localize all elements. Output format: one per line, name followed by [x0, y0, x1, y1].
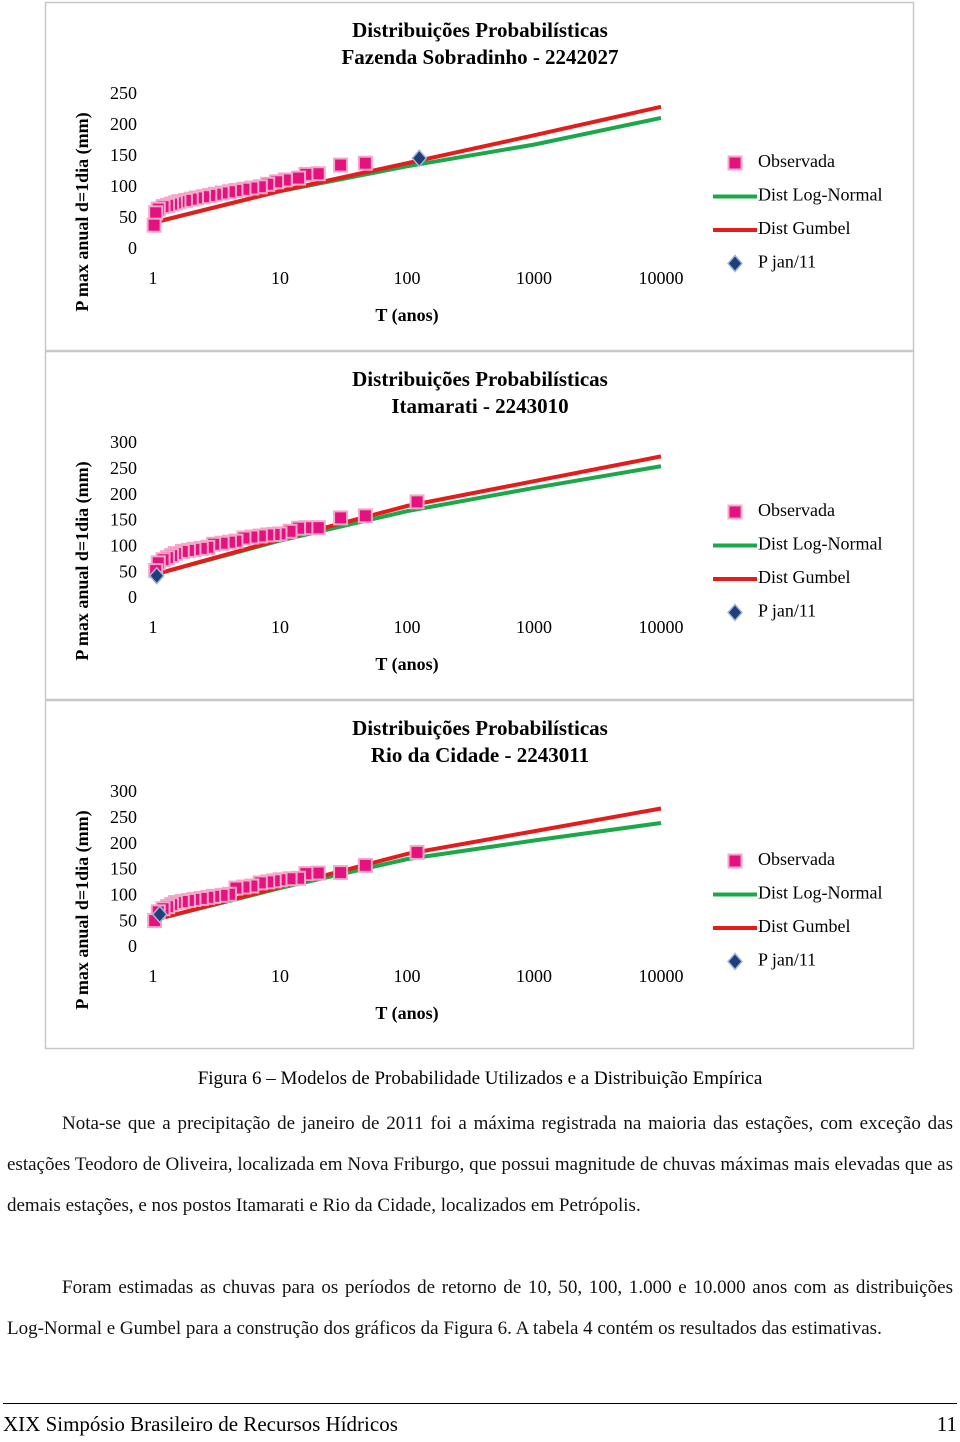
point	[291, 170, 307, 186]
point	[357, 857, 373, 873]
legend-label: Observada	[758, 849, 835, 869]
chart-frame	[44, 1, 915, 352]
y-tick-label: 100	[110, 535, 137, 555]
x-tick-label: 1	[149, 268, 158, 288]
legend-label: Dist Gumbel	[758, 218, 851, 238]
legend-label: P jan/11	[758, 601, 816, 621]
x-tick-label: 100	[394, 966, 421, 986]
chart-subtitle: Fazenda Sobradinho - 2242027	[341, 45, 618, 69]
x-axis-label: T (anos)	[375, 305, 438, 326]
line	[155, 806, 662, 922]
point	[411, 149, 428, 168]
y-tick-label: 50	[119, 910, 137, 930]
point	[333, 510, 349, 526]
footer: XIX Simpósio Brasileiro de Recursos Hídr…	[3, 1403, 957, 1437]
x-tick-label: 1	[149, 617, 158, 637]
y-tick-label: 150	[110, 510, 137, 530]
point	[148, 205, 164, 221]
point	[310, 166, 326, 182]
point	[148, 566, 165, 585]
point	[310, 520, 326, 536]
legend-marker	[727, 603, 743, 622]
y-tick-label: 0	[128, 587, 137, 607]
x-axis-label: T (anos)	[375, 654, 438, 675]
x-tick-label: 100	[394, 617, 421, 637]
chart-title: Distribuições Probabilísticas	[352, 716, 608, 740]
y-tick-label: 50	[119, 207, 137, 227]
legend-label: Dist Gumbel	[758, 916, 851, 936]
x-tick-label: 1000	[516, 617, 552, 637]
legend-marker	[727, 504, 743, 520]
legend-label: P jan/11	[758, 252, 816, 272]
point	[357, 155, 373, 171]
legend-label: Dist Log-Normal	[758, 185, 882, 205]
point	[409, 844, 425, 860]
y-axis-label: P max anual d=1dia (mm)	[72, 461, 93, 660]
x-tick-label: 1000	[516, 268, 552, 288]
y-tick-label: 100	[110, 176, 137, 196]
line	[155, 464, 662, 577]
paragraph: Nota-se que a precipitação de janeiro de…	[7, 1113, 953, 1216]
legend-label: P jan/11	[758, 950, 816, 970]
y-tick-label: 200	[110, 484, 137, 504]
chart-frame	[44, 350, 915, 701]
x-tick-label: 100	[394, 268, 421, 288]
chart-subtitle: Itamarati - 2243010	[391, 394, 568, 418]
y-tick-label: 0	[128, 936, 137, 956]
legend-label: Dist Log-Normal	[758, 883, 882, 903]
x-tick-label: 1	[149, 966, 158, 986]
y-tick-label: 200	[110, 114, 137, 134]
y-tick-label: 250	[110, 807, 137, 827]
point	[146, 217, 162, 233]
chart-frame	[44, 699, 915, 1050]
x-tick-label: 10	[271, 268, 289, 288]
page-number: 11	[936, 1412, 957, 1436]
point	[310, 865, 326, 881]
y-tick-label: 50	[119, 561, 137, 581]
y-axis-label: P max anual d=1dia (mm)	[72, 810, 93, 1009]
x-tick-label: 10000	[639, 617, 684, 637]
line	[155, 820, 662, 922]
y-tick-label: 200	[110, 833, 137, 853]
chart-title: Distribuições Probabilísticas	[352, 18, 608, 42]
x-tick-label: 1000	[516, 966, 552, 986]
y-tick-label: 250	[110, 458, 137, 478]
point	[333, 157, 349, 173]
legend-marker	[727, 254, 743, 273]
legend-label: Dist Log-Normal	[758, 534, 882, 554]
legend-marker	[727, 952, 743, 971]
figure: Distribuições Probabilísticas Fazenda Sob…	[44, 1, 915, 1050]
x-tick-label: 10000	[639, 966, 684, 986]
line	[155, 115, 662, 225]
line	[155, 104, 662, 225]
caption: Figura 6 – Modelos de Probabilidade Util…	[197, 1068, 763, 1089]
paragraph: Foram estimadas as chuvas para os períod…	[7, 1277, 953, 1339]
y-tick-label: 0	[128, 238, 137, 258]
y-tick-label: 150	[110, 859, 137, 879]
line	[155, 454, 662, 577]
x-tick-label: 10000	[639, 268, 684, 288]
chart-title: Distribuições Probabilísticas	[352, 367, 608, 391]
point	[151, 905, 168, 924]
legend-marker	[727, 853, 743, 869]
y-tick-label: 300	[110, 781, 137, 801]
point	[357, 508, 373, 524]
legend-label: Dist Gumbel	[758, 567, 851, 587]
y-tick-label: 100	[110, 884, 137, 904]
point	[333, 865, 349, 881]
y-tick-label: 300	[110, 432, 137, 452]
x-axis-label: T (anos)	[375, 1003, 438, 1024]
footer-text: XIX Simpósio Brasileiro de Recursos Hídr…	[3, 1412, 398, 1436]
legend-marker	[727, 155, 743, 171]
point	[409, 494, 425, 510]
chart-subtitle: Rio da Cidade - 2243011	[371, 743, 589, 767]
y-axis-label: P max anual d=1dia (mm)	[72, 112, 93, 311]
y-tick-label: 150	[110, 145, 137, 165]
legend-label: Observada	[758, 500, 835, 520]
x-tick-label: 10	[271, 617, 289, 637]
y-tick-label: 250	[110, 83, 137, 103]
x-tick-label: 10	[271, 966, 289, 986]
legend-label: Observada	[758, 151, 835, 171]
